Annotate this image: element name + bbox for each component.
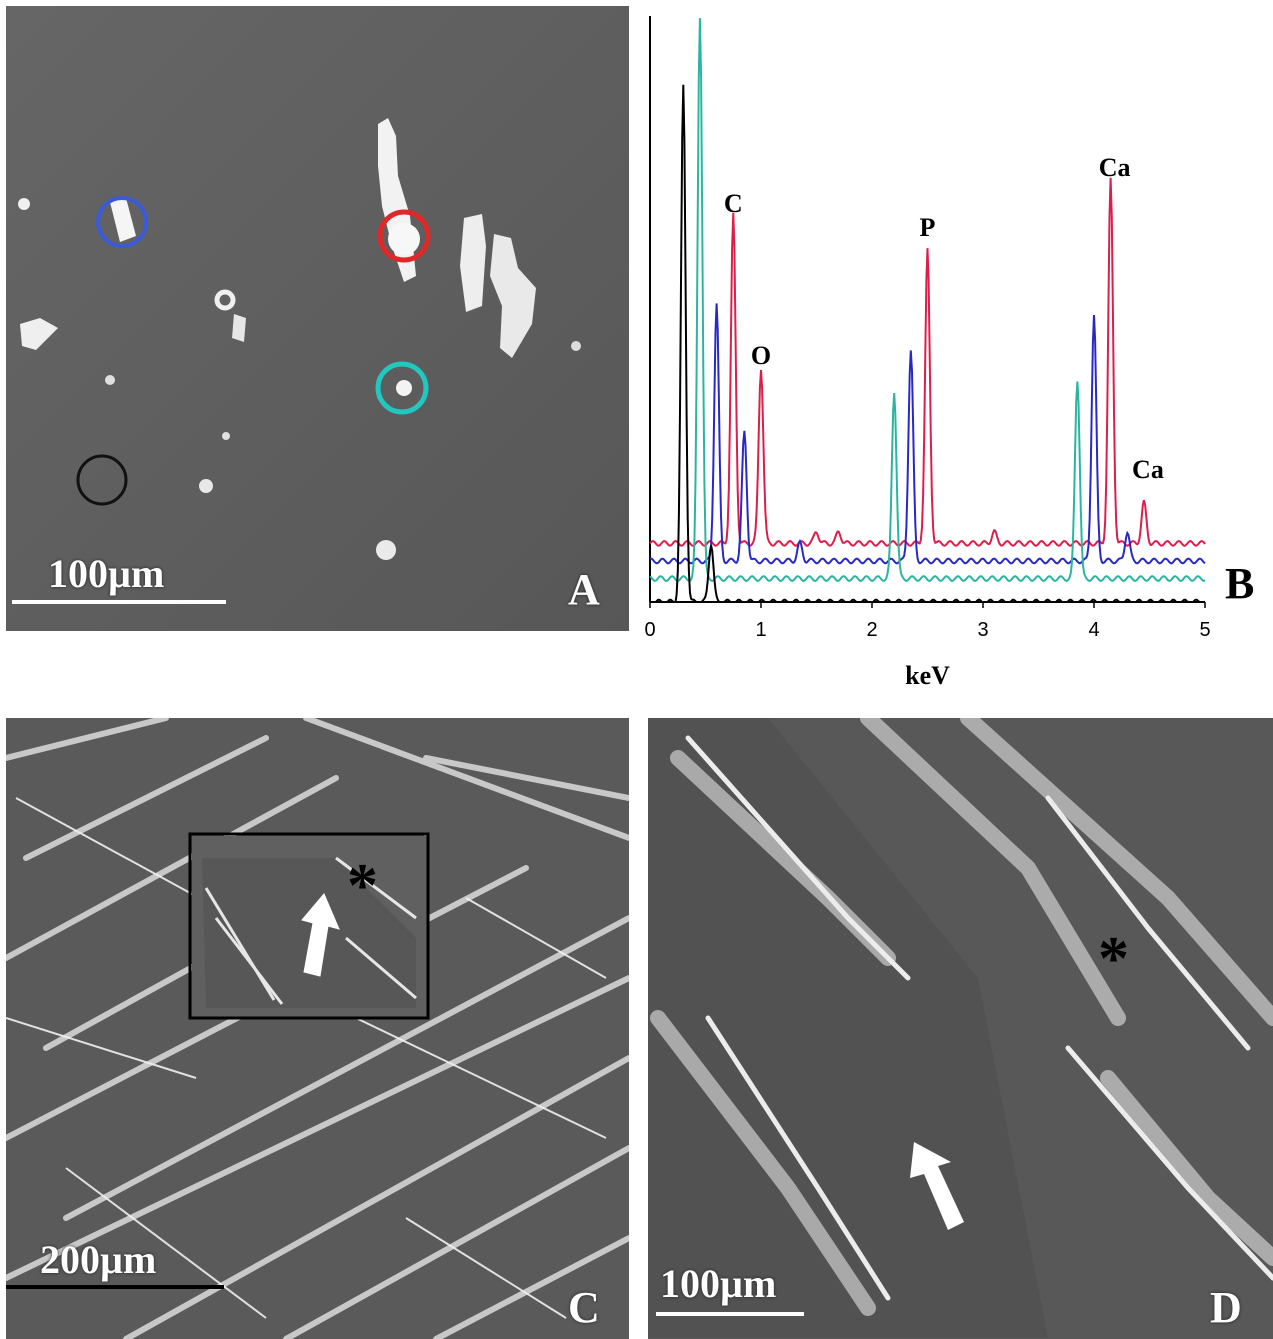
analysis-circle-teal [375,361,429,415]
particle-cluster-2 [490,234,536,358]
arrow-c [301,893,340,977]
eds-spectrum-chart: 0 1 2 3 4 5 keV C O P Ca Ca [644,16,1211,690]
x-tick-label: 3 [977,619,988,641]
peak-label: Ca [1099,153,1131,182]
marker-asterisk-d: * [1098,925,1129,993]
panel-letter-b: B [1225,559,1255,608]
panel-letter-a: A [568,565,600,614]
panel-a-image [6,6,629,631]
analysis-circle-blue [96,196,148,248]
panel-letter-c: C [568,1283,600,1332]
panel-d-image [648,718,1273,1339]
spectrum-series-0 [649,177,1206,547]
analysis-circle-black [76,454,128,506]
spectrum-series-3 [649,84,1206,603]
zoom-region-box [188,832,430,1020]
scale-bar-d [656,1312,804,1316]
peak-label: O [751,341,771,370]
marker-asterisk-c: * [347,852,378,920]
scale-bar-label-a: 100µm [48,551,165,596]
panel-a-micrograph: 100µm A [6,6,629,631]
scale-bar-label-c: 200µm [40,1237,157,1282]
peak-label: C [724,189,743,218]
scale-bar-label-d: 100µm [660,1261,777,1306]
peak-label: P [920,213,936,242]
x-tick-label: 4 [1088,619,1099,641]
analysis-circle-red [377,209,431,263]
spectrum-series-2 [649,18,1206,582]
panel-letter-d: D [1210,1283,1242,1332]
x-tick-label: 0 [644,619,655,641]
x-tick-label: 2 [866,619,877,641]
panel-d-micrograph: * 100µm D [648,718,1273,1339]
spectrum-series-1 [649,303,1206,565]
panel-b-spectrum: 0 1 2 3 4 5 keV C O P Ca Ca B [640,6,1270,696]
particle-cluster-1 [460,214,486,312]
x-axis-label: keV [905,661,950,690]
panel-c-micrograph: * 200µm C [6,718,629,1339]
scale-bar-c [6,1285,224,1289]
peak-label: Ca [1132,455,1164,484]
x-tick-label: 1 [755,619,766,641]
arrow-d [910,1142,964,1230]
panel-c-image [6,718,629,1339]
x-tick-label: 5 [1199,619,1210,641]
scale-bar-a [12,600,226,604]
